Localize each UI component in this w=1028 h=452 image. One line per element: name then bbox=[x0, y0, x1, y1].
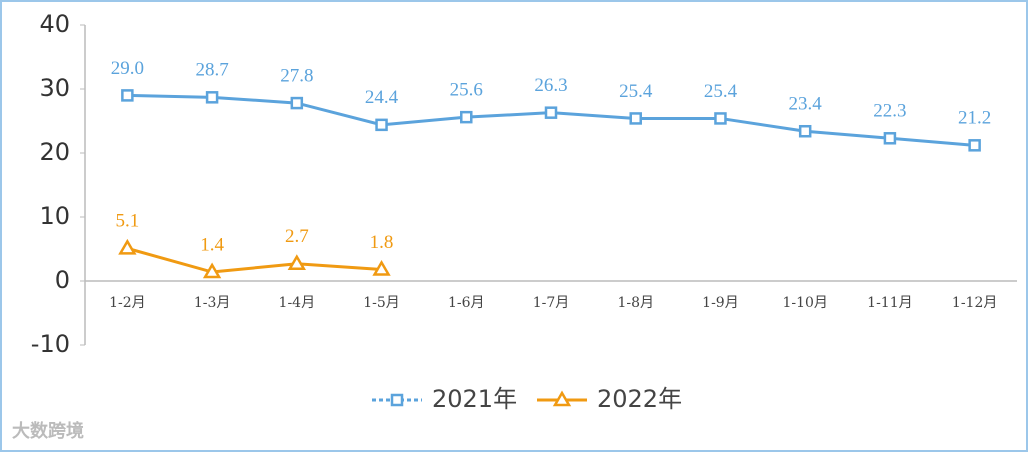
marker bbox=[390, 393, 404, 407]
x-tick-label: 1-9月 bbox=[702, 295, 739, 311]
series-line bbox=[126, 246, 382, 274]
marker bbox=[798, 124, 812, 138]
data-label: 25.4 bbox=[704, 81, 738, 102]
data-label: 25.6 bbox=[450, 80, 483, 101]
marker bbox=[287, 254, 306, 270]
data-label: 27.8 bbox=[280, 65, 313, 86]
y-tick-label: 40 bbox=[39, 10, 70, 38]
data-label: 24.4 bbox=[365, 87, 399, 108]
data-label: 22.3 bbox=[873, 101, 906, 122]
marker bbox=[118, 238, 137, 255]
y-tick-label: -10 bbox=[31, 330, 70, 358]
y-tick-label: 10 bbox=[39, 202, 70, 230]
data-label: 28.7 bbox=[195, 60, 228, 81]
x-tick-label: 1-3月 bbox=[194, 295, 231, 311]
marker bbox=[290, 96, 304, 110]
marker bbox=[552, 390, 572, 407]
x-tick-label: 1-7月 bbox=[533, 295, 570, 311]
legend-label: 2021年 bbox=[432, 385, 517, 413]
x-tick-label: 1-12月 bbox=[952, 295, 997, 311]
y-tick-label: 0 bbox=[55, 266, 70, 294]
y-tick-label: 20 bbox=[39, 138, 70, 166]
marker bbox=[544, 106, 558, 119]
x-tick-label: 1-8月 bbox=[617, 295, 654, 311]
x-tick-label: 1-2月 bbox=[109, 295, 146, 311]
marker bbox=[121, 89, 134, 102]
data-label: 23.4 bbox=[789, 94, 823, 115]
data-label: 1.4 bbox=[200, 234, 224, 255]
marker bbox=[883, 132, 897, 145]
y-tick-label: 30 bbox=[39, 74, 70, 102]
x-tick-label: 1-11月 bbox=[867, 295, 912, 311]
marker bbox=[714, 112, 727, 125]
marker bbox=[968, 139, 981, 152]
marker bbox=[202, 262, 222, 279]
data-label: 5.1 bbox=[115, 211, 139, 232]
x-tick-label: 1-4月 bbox=[279, 295, 316, 311]
x-tick-label: 1-5月 bbox=[363, 295, 400, 311]
watermark: 大数跨境 bbox=[12, 420, 84, 442]
x-tick-label: 1-10月 bbox=[782, 295, 827, 311]
data-label: 1.8 bbox=[370, 232, 394, 253]
marker bbox=[205, 91, 219, 104]
x-tick-label: 1-6月 bbox=[448, 295, 485, 311]
data-label: 25.4 bbox=[619, 81, 653, 102]
data-label: 26.3 bbox=[534, 75, 567, 96]
marker bbox=[372, 259, 391, 276]
data-label: 29.0 bbox=[111, 58, 144, 79]
data-label: 2.7 bbox=[285, 226, 309, 247]
data-label: 21.2 bbox=[958, 108, 991, 129]
legend-label: 2022年 bbox=[597, 385, 682, 413]
marker bbox=[375, 118, 388, 132]
marker bbox=[460, 110, 473, 124]
marker bbox=[629, 112, 642, 125]
